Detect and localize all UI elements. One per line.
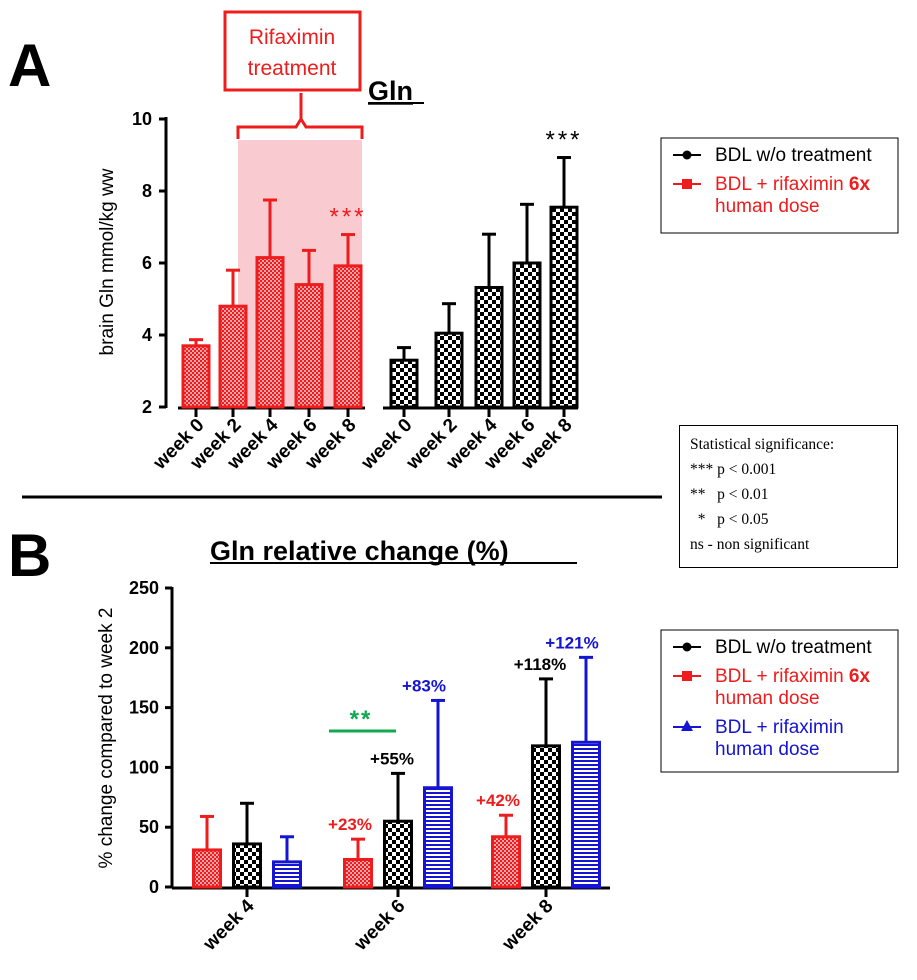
stats-title: Statistical significance: bbox=[690, 436, 835, 453]
b-y-tick-label-200: 200 bbox=[129, 638, 159, 658]
a-significance-red: *** bbox=[329, 204, 366, 231]
a-legend-marker-square-1 bbox=[682, 179, 692, 189]
b-x-tick-label-2: week 8 bbox=[498, 896, 558, 956]
panel-a-title: Gln bbox=[368, 76, 413, 106]
b-data-label-black-2: +118% bbox=[514, 655, 566, 674]
a-red-0-bar bbox=[181, 344, 211, 409]
b-x-tick-label-0: week 4 bbox=[199, 895, 259, 955]
b-y-tick-label-50: 50 bbox=[139, 817, 159, 837]
b-legend-entry-2-line-0: BDL + rifaximin bbox=[715, 717, 844, 738]
b-legend-box bbox=[660, 629, 899, 773]
treatment-bracket bbox=[236, 93, 364, 139]
stats-line-1: *** p < 0.001 bbox=[690, 461, 777, 478]
a-red-3-bar bbox=[294, 283, 324, 409]
a-x-tick-label-black-0: week 0 bbox=[357, 415, 417, 475]
b-significance-label: ** bbox=[350, 706, 373, 733]
a-black-0-bar bbox=[389, 358, 419, 409]
a-y-tick-label-10: 10 bbox=[132, 109, 152, 129]
a-y-tick-label-8: 8 bbox=[142, 181, 152, 201]
b-data-label-red-1: +23% bbox=[328, 815, 372, 834]
a-red-4-bar bbox=[333, 264, 363, 409]
a-legend-entry-1-bold: 6x bbox=[849, 174, 871, 195]
b-y-tick-label-0: 0 bbox=[149, 877, 159, 897]
b-x-tick-label-1: week 6 bbox=[350, 896, 410, 956]
a-significance-black: *** bbox=[545, 127, 582, 154]
a-y-tick-label-2: 2 bbox=[142, 397, 152, 417]
b-blue-2-bar bbox=[571, 740, 601, 889]
a-black-4-bar bbox=[549, 205, 579, 409]
stats-line-4: ns - non significant bbox=[690, 536, 810, 553]
a-y-tick-label-4: 4 bbox=[142, 325, 152, 345]
b-black-0-bar bbox=[232, 842, 262, 889]
a-y-tick-label-6: 6 bbox=[142, 253, 152, 273]
b-y-tick-label-250: 250 bbox=[129, 578, 159, 598]
panel-a-label: A bbox=[8, 32, 51, 99]
stats-line-3: * p < 0.05 bbox=[690, 511, 769, 528]
panel-b-label: B bbox=[8, 522, 51, 589]
b-y-tick-label-100: 100 bbox=[129, 757, 159, 777]
b-legend-entry-1-bold: 6x bbox=[849, 666, 871, 687]
a-legend-entry-1-line-0: BDL + rifaximin 6x bbox=[715, 174, 870, 195]
a-black-2-bar bbox=[474, 285, 504, 409]
panel-b-title: Gln relative change (%) bbox=[210, 536, 509, 566]
b-y-axis-label: % change compared to week 2 bbox=[96, 608, 117, 869]
b-black-2-bar bbox=[531, 744, 561, 889]
b-data-label-red-2: +42% bbox=[476, 791, 520, 810]
a-legend-entry-0-line-0: BDL w/o treatment bbox=[715, 145, 872, 166]
a-legend-entry-1-line-1: human dose bbox=[715, 196, 820, 217]
b-legend-marker-circle-0 bbox=[682, 642, 692, 652]
b-blue-0-bar bbox=[272, 860, 302, 889]
a-black-1-bar bbox=[434, 331, 464, 409]
b-legend-marker-square-1 bbox=[682, 671, 692, 681]
stats-line-2: ** p < 0.01 bbox=[690, 486, 769, 503]
b-legend-entry-1-line-0: BDL + rifaximin 6x bbox=[715, 666, 870, 687]
b-blue-1-bar bbox=[423, 786, 453, 889]
b-red-2-bar bbox=[491, 835, 521, 889]
b-legend-marker-triangle-2 bbox=[681, 720, 693, 731]
b-data-label-blue-2: +121% bbox=[545, 633, 598, 652]
b-legend-entry-1-line-1: human dose bbox=[715, 688, 820, 709]
chart-b: 0 50 100 150 200 250 % change compared to week… bbox=[96, 578, 899, 956]
treatment-box-line-1: Rifaximin bbox=[249, 26, 335, 49]
b-data-label-blue-1: +83% bbox=[402, 676, 446, 695]
b-red-1-bar bbox=[343, 857, 373, 889]
treatment-box bbox=[223, 10, 362, 92]
b-legend-entry-2-line-1: human dose bbox=[715, 739, 820, 760]
a-red-2-bar bbox=[255, 256, 285, 409]
a-legend-box bbox=[660, 137, 899, 234]
b-legend-entry-0-line-0: BDL w/o treatment bbox=[715, 637, 872, 658]
b-red-0-bar bbox=[192, 848, 222, 889]
b-black-1-bar bbox=[383, 819, 413, 889]
stats-box: Statistical significance: *** p < 0.001 … bbox=[679, 425, 898, 568]
b-y-tick-label-150: 150 bbox=[129, 698, 159, 718]
a-y-axis-label: brain Gln mmol/kg ww bbox=[97, 168, 118, 355]
a-black-3-bar bbox=[512, 261, 542, 409]
a-red-1-bar bbox=[218, 304, 248, 409]
treatment-box-line-2: treatment bbox=[248, 57, 337, 80]
a-legend-marker-circle-0 bbox=[682, 150, 692, 160]
b-data-label-black-1: +55% bbox=[370, 749, 414, 768]
